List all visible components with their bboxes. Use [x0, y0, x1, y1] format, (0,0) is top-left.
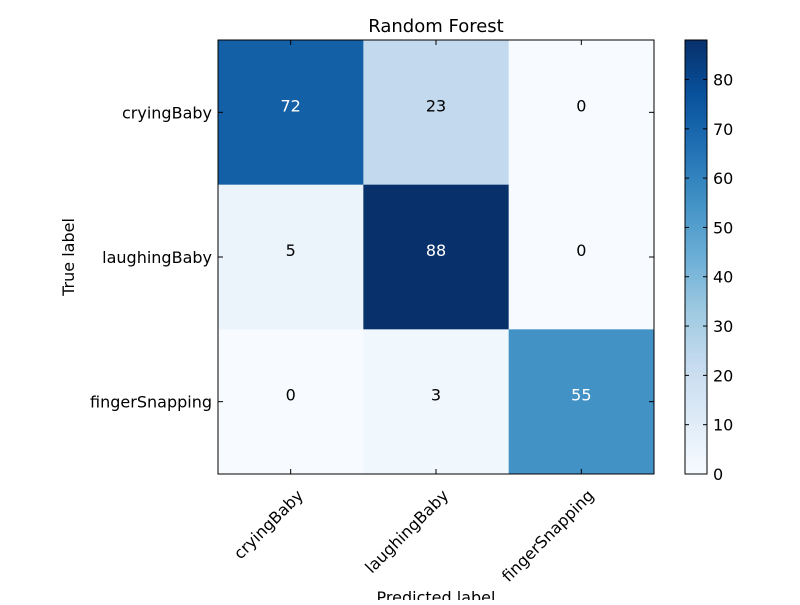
x-tick-label: laughingBaby: [361, 486, 452, 577]
heatmap-cell: [508, 40, 655, 186]
cell-value-label: 5: [286, 241, 296, 260]
colorbar-tick-label: 20: [713, 366, 733, 385]
y-axis-ticks: cryingBaby laughingBaby fingerSnapping: [90, 103, 654, 412]
cell-value-label: 0: [576, 241, 586, 260]
y-axis-label: True label: [59, 218, 78, 297]
y-tick-label: fingerSnapping: [90, 393, 212, 412]
heatmap-cell: [218, 40, 364, 186]
cell-value-label: 72: [280, 96, 300, 115]
colorbar-tick-label: 70: [713, 120, 733, 139]
heatmap-cell: [218, 184, 364, 330]
x-tick-label: cryingBaby: [230, 486, 307, 563]
chart-title: Random Forest: [368, 16, 503, 37]
cell-value-label: 0: [576, 96, 586, 115]
colorbar-tick-label: 80: [713, 70, 733, 89]
colorbar-tick-label: 40: [713, 268, 733, 287]
heatmap-cells: [218, 40, 655, 475]
heatmap-cell: [508, 184, 655, 330]
heatmap-cell: [363, 329, 510, 475]
cell-value-label: 3: [431, 386, 441, 405]
cell-value-label: 55: [571, 386, 591, 405]
cell-value-label: 88: [426, 241, 446, 260]
colorbar-tick-label: 0: [713, 465, 723, 484]
heatmap-cell: [508, 329, 655, 475]
cell-value-label: 0: [286, 386, 296, 405]
x-axis-label: Predicted label: [377, 588, 496, 600]
colorbar-tick-label: 10: [713, 416, 733, 435]
heatmap-cell: [218, 329, 364, 475]
cell-value-label: 23: [426, 96, 446, 115]
colorbar: [684, 39, 708, 475]
cell-value-labels: 72 23 0 5 88 0 0 3 55: [280, 96, 591, 404]
y-tick-label: laughingBaby: [102, 248, 212, 267]
heatmap-cell: [363, 40, 510, 186]
y-tick-label: cryingBaby: [122, 103, 212, 122]
colorbar-ticks: 0 10 20 30 40 50 60 70 80: [685, 70, 733, 484]
colorbar-tick-label: 50: [713, 218, 733, 237]
x-tick-label: fingerSnapping: [498, 486, 598, 586]
colorbar-tick-label: 30: [713, 317, 733, 336]
heatmap-cell: [363, 184, 510, 330]
colorbar-tick-label: 60: [713, 169, 733, 188]
